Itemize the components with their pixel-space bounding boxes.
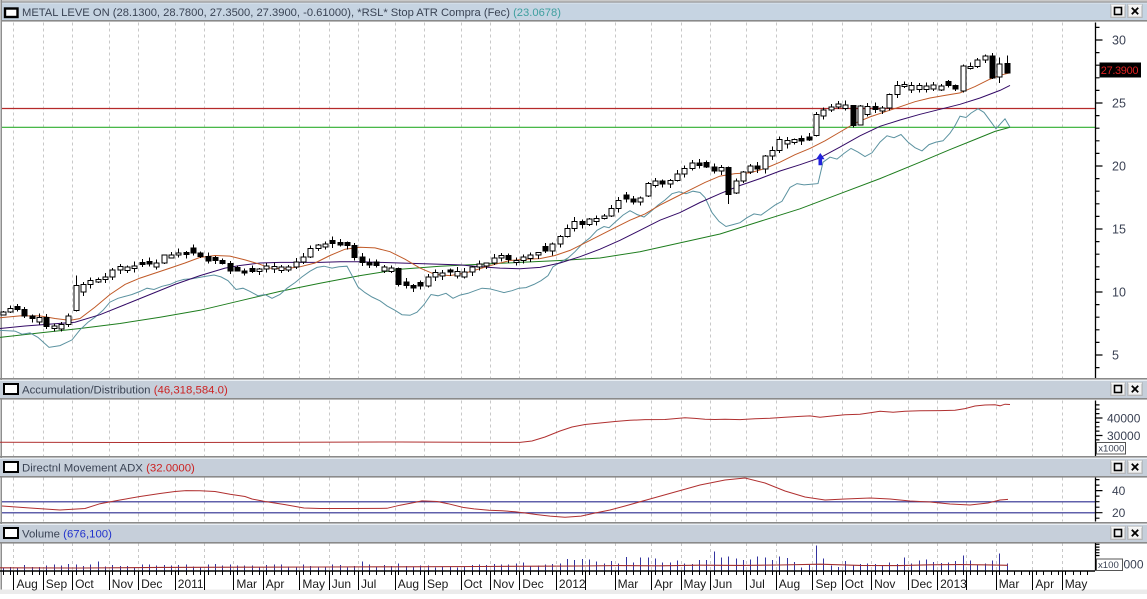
svg-text:40: 40	[1112, 484, 1126, 498]
svg-text:30: 30	[1112, 34, 1126, 48]
svg-text:Accumulation/Distribution (46,: Accumulation/Distribution (46,318,584.0)	[22, 385, 228, 397]
svg-text:May: May	[684, 577, 707, 591]
svg-text:x100: x100	[1098, 560, 1119, 571]
svg-text:Mar: Mar	[618, 577, 639, 591]
svg-text:Nov: Nov	[874, 577, 895, 591]
svg-text:Volume (676,100): Volume (676,100)	[22, 529, 112, 541]
svg-text:Jun: Jun	[713, 577, 732, 591]
svg-text:Aug: Aug	[17, 577, 38, 591]
svg-text:Oct: Oct	[845, 577, 864, 591]
svg-text:Apr: Apr	[654, 577, 673, 591]
svg-text:Apr: Apr	[1035, 577, 1054, 591]
svg-text:40000: 40000	[1107, 412, 1141, 426]
svg-text:May: May	[302, 577, 325, 591]
svg-text:Dec: Dec	[911, 577, 932, 591]
svg-text:Apr: Apr	[266, 577, 285, 591]
svg-text:Sep: Sep	[816, 577, 838, 591]
svg-text:Sep: Sep	[427, 577, 449, 591]
svg-text:Dec: Dec	[522, 577, 543, 591]
svg-text:Oct: Oct	[464, 577, 483, 591]
svg-text:20: 20	[1112, 160, 1126, 174]
svg-text:15: 15	[1112, 223, 1126, 237]
svg-text:Directnl Movement ADX (32.0000: Directnl Movement ADX (32.0000)	[22, 463, 195, 475]
svg-text:5: 5	[1112, 349, 1119, 363]
svg-text:20: 20	[1112, 506, 1126, 520]
svg-text:27.3900: 27.3900	[1101, 65, 1139, 77]
svg-text:000: 000	[1124, 558, 1144, 572]
svg-text:2012: 2012	[559, 577, 586, 591]
svg-text:2011: 2011	[178, 577, 204, 591]
svg-text:Nov: Nov	[493, 577, 514, 591]
svg-text:Jun: Jun	[332, 577, 351, 591]
svg-text:Dec: Dec	[141, 577, 162, 591]
svg-text:Nov: Nov	[112, 577, 133, 591]
svg-text:Mar: Mar	[999, 577, 1020, 591]
svg-text:Mar: Mar	[236, 577, 257, 591]
svg-text:25: 25	[1112, 97, 1126, 111]
svg-text:10: 10	[1112, 286, 1126, 300]
svg-text:METAL LEVE ON (28.1300, 28.780: METAL LEVE ON (28.1300, 28.7800, 27.3500…	[22, 7, 561, 19]
svg-text:Jul: Jul	[361, 577, 376, 591]
svg-text:Sep: Sep	[46, 577, 68, 591]
svg-text:Oct: Oct	[75, 577, 94, 591]
svg-text:May: May	[1065, 577, 1088, 591]
svg-text:x1000: x1000	[1098, 443, 1124, 454]
svg-text:Jul: Jul	[750, 577, 765, 591]
svg-text:Aug: Aug	[398, 577, 419, 591]
svg-text:Aug: Aug	[779, 577, 800, 591]
svg-text:2013: 2013	[940, 577, 967, 591]
svg-text:30000: 30000	[1107, 429, 1141, 443]
